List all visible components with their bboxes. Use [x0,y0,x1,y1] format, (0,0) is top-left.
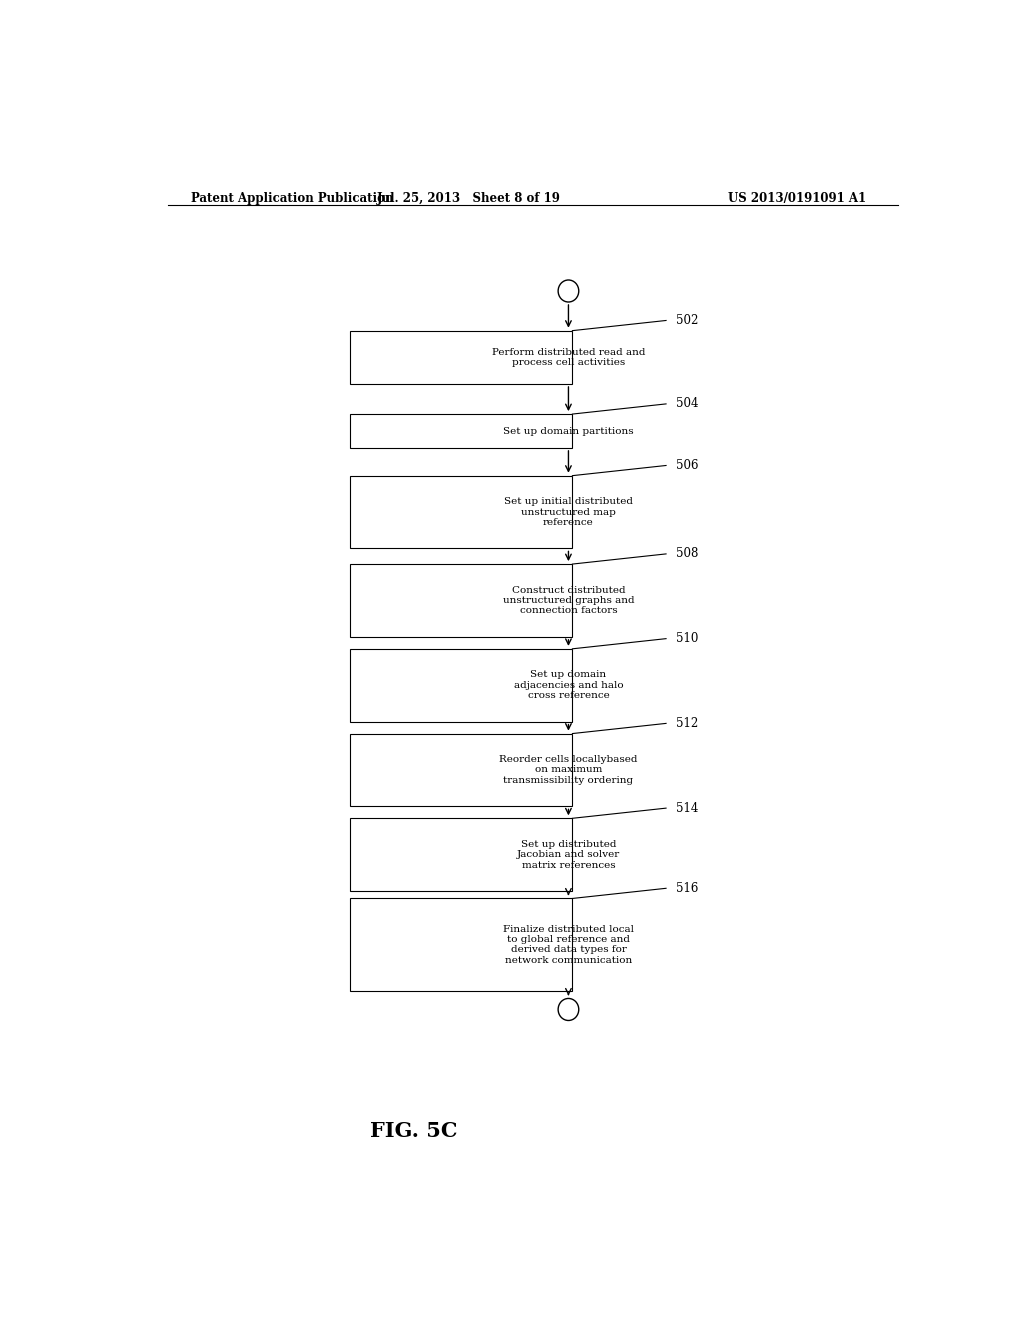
Text: Perform distributed read and
process cell activities: Perform distributed read and process cel… [492,347,645,367]
Bar [350,649,572,722]
Text: 512: 512 [676,717,697,730]
Text: Finalize distributed local
to global reference and
derived data types for
networ: Finalize distributed local to global ref… [503,924,634,965]
Bar [350,330,572,384]
Text: Set up domain partitions: Set up domain partitions [503,426,634,436]
Bar [350,475,572,549]
Text: Set up distributed
Jacobian and solver
matrix references: Set up distributed Jacobian and solver m… [517,840,621,870]
Text: Patent Application Publication: Patent Application Publication [191,193,394,206]
Bar [350,734,572,807]
Text: US 2013/0191091 A1: US 2013/0191091 A1 [728,193,866,206]
Text: Jul. 25, 2013   Sheet 8 of 19: Jul. 25, 2013 Sheet 8 of 19 [377,193,561,206]
Text: Set up initial distributed
unstructured map
reference: Set up initial distributed unstructured … [504,498,633,527]
Text: 514: 514 [676,801,698,814]
Bar [350,564,572,638]
Text: 506: 506 [676,459,698,473]
Text: 510: 510 [676,632,698,645]
Text: 516: 516 [676,882,698,895]
Text: Set up domain
adjacencies and halo
cross reference: Set up domain adjacencies and halo cross… [514,671,624,700]
Text: 502: 502 [676,314,698,327]
Bar [350,899,572,991]
Bar [350,414,572,447]
Text: 504: 504 [676,397,698,411]
Text: 508: 508 [676,548,698,561]
Text: Construct distributed
unstructured graphs and
connection factors: Construct distributed unstructured graph… [503,586,634,615]
Text: FIG. 5C: FIG. 5C [370,1121,458,1140]
Text: Reorder cells locallybased
on maximum
transmissibility ordering: Reorder cells locallybased on maximum tr… [499,755,638,785]
Bar [350,818,572,891]
